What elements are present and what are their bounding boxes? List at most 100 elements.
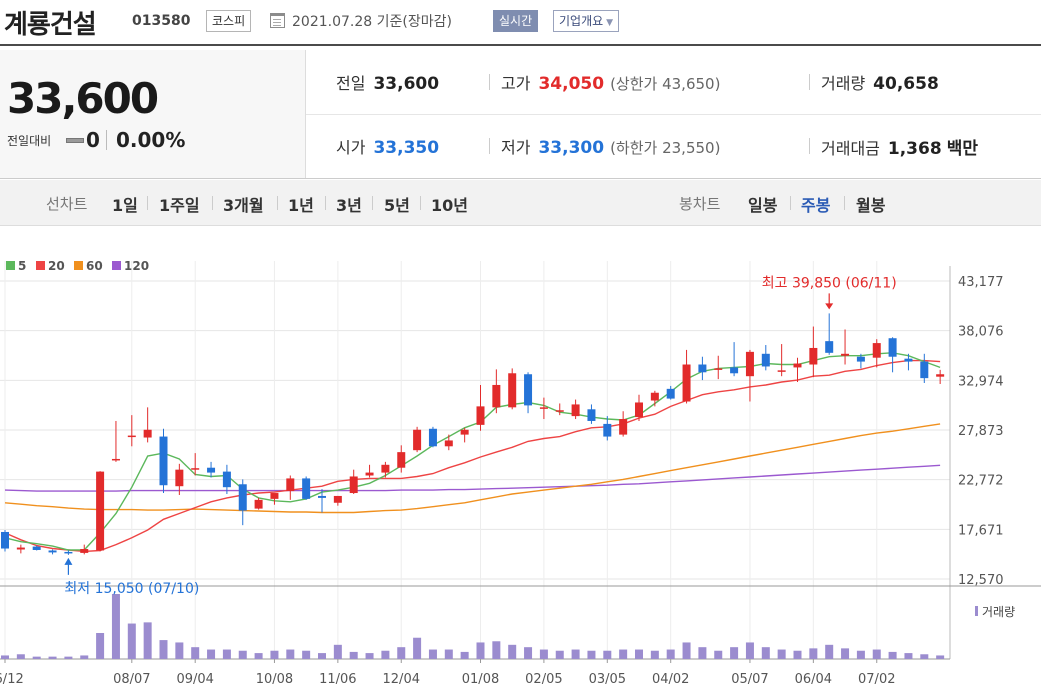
candle: [714, 355, 723, 380]
period-1w[interactable]: 1주일: [159, 196, 200, 215]
candle-body: [841, 353, 850, 356]
period-3m[interactable]: 3개월: [223, 196, 264, 215]
volume-bar: [16, 654, 25, 659]
company-overview-dropdown[interactable]: 기업개요 ▼: [553, 10, 620, 32]
period-3y[interactable]: 3년: [336, 196, 362, 215]
as-of-date: 2021.07.28 기준(장마감): [292, 14, 452, 30]
candle-body: [96, 471, 105, 551]
change-value: 0: [86, 128, 100, 152]
stock-chart[interactable]: 5 20 60 120 43,177 38,076 32,974 27,873 22,772 17…: [0, 246, 1041, 697]
period-10y[interactable]: 10년: [431, 196, 468, 215]
volume-bar: [302, 650, 311, 659]
period-1y[interactable]: 1년: [288, 196, 314, 215]
candle-body: [619, 419, 628, 435]
candle-daily[interactable]: 일봉: [748, 196, 778, 215]
legend-label-ma60: 60: [86, 259, 103, 273]
volume-bar: [143, 622, 152, 659]
volume-bar: [397, 647, 406, 659]
legend-swatch-ma20: [36, 261, 45, 270]
candle: [191, 453, 200, 476]
candle: [16, 544, 25, 554]
candle: [413, 426, 422, 453]
open-value: 33,350: [373, 138, 440, 158]
candle-body: [635, 402, 643, 418]
candle-body: [238, 484, 247, 511]
candle-body: [207, 467, 216, 473]
candle-body: [302, 478, 311, 499]
y-tick-label: 32,974: [958, 374, 1004, 389]
candle-body: [270, 493, 279, 499]
volume-bar: [571, 649, 580, 659]
period-5y[interactable]: 5년: [384, 196, 410, 215]
candle-body: [286, 478, 295, 492]
divider: [790, 196, 791, 210]
candle-body: [111, 458, 120, 461]
current-price: 33,600: [7, 74, 159, 123]
period-1d[interactable]: 1일: [112, 196, 138, 215]
divider: [809, 74, 810, 90]
candle: [492, 369, 501, 414]
y-tick-label: 12,570: [958, 573, 1004, 588]
volume-bar: [745, 642, 754, 659]
candle: [809, 326, 818, 378]
candle-weekly[interactable]: 주봉: [801, 196, 831, 215]
legend-swatch-ma120: [112, 261, 121, 270]
candle-body: [587, 409, 596, 421]
volume-bar: [159, 640, 168, 659]
candle: [286, 475, 295, 500]
candle-body: [222, 471, 231, 488]
candle-body: [856, 356, 865, 362]
volume-bar: [222, 649, 231, 659]
lower-limit: (하한가 23,550): [610, 139, 721, 157]
candle-body: [1, 531, 9, 549]
x-tick-label: 07/02: [858, 672, 895, 687]
candle: [841, 329, 850, 365]
candle: [698, 356, 707, 381]
candle-body: [508, 373, 517, 408]
x-tick-label: 09/04: [176, 672, 213, 687]
ma5-line: [4, 352, 941, 551]
candle-monthly[interactable]: 월봉: [856, 196, 886, 215]
candle-body: [413, 429, 422, 451]
y-tick-label: 22,772: [958, 474, 1004, 489]
candle-body: [318, 495, 326, 498]
candle: [80, 544, 89, 555]
volume-bar: [904, 653, 913, 659]
volume-bar: [888, 651, 897, 659]
row-divider: [306, 114, 1041, 115]
high-value: 34,050: [538, 74, 605, 94]
candle: [904, 353, 913, 371]
candle-body: [48, 550, 57, 553]
candle: [349, 469, 358, 495]
prev-close-value: 33,600: [373, 74, 440, 94]
candle: [111, 420, 120, 462]
candle-body: [714, 368, 723, 370]
candle-body: [872, 343, 881, 358]
high-annotation: 최고 39,850 (06/11): [762, 275, 897, 291]
candle: [619, 411, 628, 437]
candle-body: [159, 436, 168, 486]
candle-body: [650, 392, 659, 401]
candle: [460, 427, 469, 443]
candle-body: [349, 476, 358, 494]
candle-body: [333, 495, 342, 503]
volume-bar: [714, 650, 723, 659]
volume-label: 거래량: [821, 74, 866, 93]
candle-body: [444, 440, 453, 447]
volume-bar: [856, 650, 865, 659]
volume-bar: [96, 633, 105, 659]
calendar-icon: [270, 13, 285, 28]
high-label: 고가: [501, 74, 531, 93]
candle-body: [175, 469, 184, 487]
divider: [809, 138, 810, 154]
realtime-button[interactable]: 실시간: [493, 10, 539, 32]
trade-amount: 거래대금 1,368 백만: [821, 134, 978, 159]
divider: [325, 196, 326, 210]
volume-legend-label: 거래량: [982, 605, 1015, 619]
candle: [745, 349, 754, 402]
candle: [856, 353, 865, 369]
candle: [175, 463, 184, 495]
divider: [277, 196, 278, 210]
divider: [106, 130, 107, 150]
candle: [333, 495, 342, 506]
